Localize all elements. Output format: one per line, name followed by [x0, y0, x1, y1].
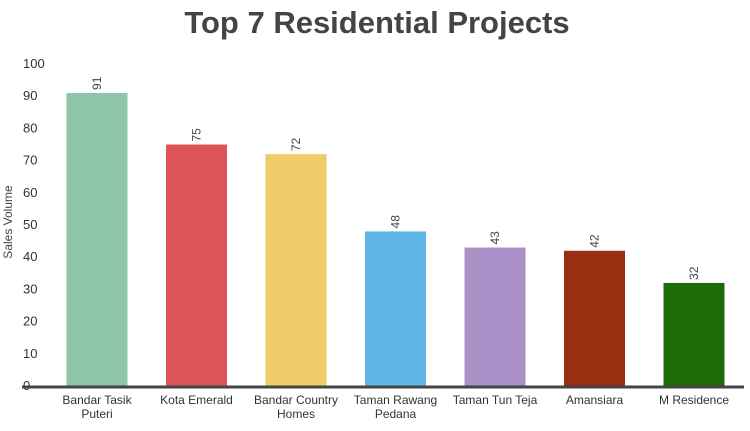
y-tick-label: 70 — [23, 153, 37, 168]
category-label: Kota Emerald — [160, 393, 233, 407]
data-label: 75 — [190, 128, 204, 142]
y-tick-label: 100 — [23, 56, 45, 71]
y-tick-label: 80 — [23, 120, 37, 135]
bar — [365, 231, 426, 386]
data-label: 91 — [90, 76, 104, 90]
y-tick-label: 10 — [23, 346, 37, 361]
y-tick-label: 20 — [23, 314, 37, 329]
y-tick-label: 60 — [23, 185, 37, 200]
data-labels: 91 75 72 48 43 42 32 — [90, 76, 701, 280]
category-label: Homes — [277, 407, 315, 421]
category-label: Taman Tun Teja — [453, 393, 538, 407]
y-tick-label: 90 — [23, 88, 37, 103]
bar — [265, 154, 327, 386]
category-label: Taman Rawang — [354, 393, 437, 407]
category-label: Bandar Country — [254, 393, 338, 407]
y-tick-label: 40 — [23, 249, 37, 264]
category-label: Amansiara — [566, 393, 624, 407]
bar — [166, 144, 227, 386]
bar — [464, 247, 526, 386]
data-label: 43 — [488, 231, 502, 245]
y-tick-label: 50 — [23, 217, 37, 232]
y-axis-ticks: 0102030405060708090100 — [23, 56, 45, 393]
data-label: 42 — [588, 234, 602, 248]
chart-title: Top 7 Residential Projects — [184, 5, 569, 40]
data-label: 48 — [389, 215, 403, 229]
category-label: Bandar Tasik — [62, 393, 132, 407]
data-label: 72 — [289, 137, 303, 151]
bar — [66, 92, 128, 386]
y-axis-label: Sales Volume — [1, 185, 15, 259]
data-label: 32 — [687, 266, 701, 280]
category-label: Pedana — [375, 407, 417, 421]
bar — [564, 250, 625, 386]
bars — [66, 92, 725, 386]
y-tick-label: 30 — [23, 281, 37, 296]
category-label: Puteri — [81, 407, 112, 421]
bar — [663, 282, 725, 386]
category-label: M Residence — [659, 393, 729, 407]
